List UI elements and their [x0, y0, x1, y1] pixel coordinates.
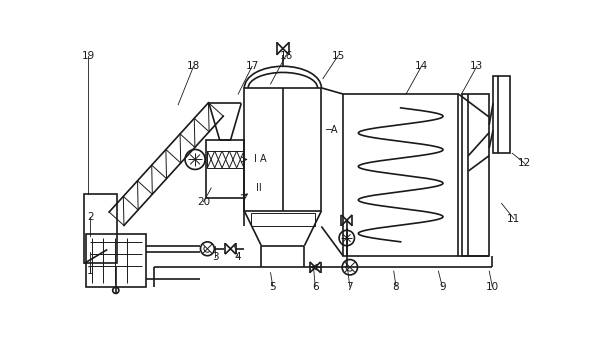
Text: ─A: ─A: [325, 125, 338, 135]
Text: 17: 17: [245, 61, 259, 71]
Text: 13: 13: [470, 61, 484, 71]
Text: II: II: [256, 183, 262, 193]
Text: 15: 15: [332, 51, 345, 60]
Bar: [84, 194, 116, 263]
Text: 18: 18: [187, 61, 200, 71]
Text: 1: 1: [87, 266, 94, 276]
Bar: [462, 94, 489, 256]
Bar: [343, 94, 458, 256]
Bar: [206, 140, 244, 198]
Text: 2: 2: [87, 212, 94, 222]
Bar: [208, 151, 243, 168]
Text: 10: 10: [486, 281, 499, 291]
Bar: [86, 234, 146, 287]
Text: 3: 3: [212, 252, 218, 262]
Text: 20: 20: [197, 197, 210, 207]
Bar: [493, 76, 510, 153]
Text: 14: 14: [415, 61, 428, 71]
Text: 8: 8: [393, 281, 400, 291]
Text: 11: 11: [507, 214, 520, 224]
Text: 5: 5: [269, 281, 276, 291]
Text: I: I: [254, 154, 256, 164]
Text: 9: 9: [439, 281, 446, 291]
Text: 7: 7: [347, 281, 353, 291]
Text: 16: 16: [280, 51, 293, 60]
Text: 12: 12: [518, 158, 531, 168]
Bar: [251, 213, 315, 227]
Text: 4: 4: [235, 252, 242, 262]
Text: A: A: [260, 154, 266, 164]
Text: 6: 6: [312, 281, 319, 291]
Text: 19: 19: [82, 51, 95, 60]
Bar: [244, 88, 322, 211]
